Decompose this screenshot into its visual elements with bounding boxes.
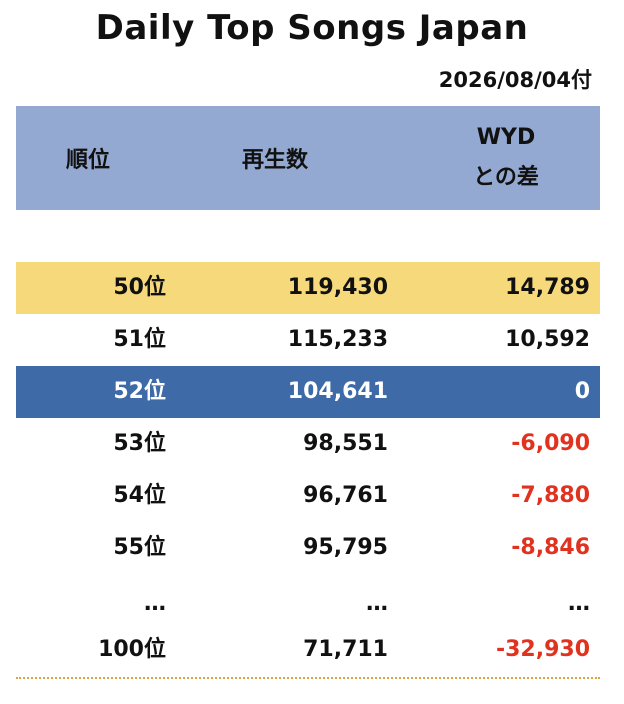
diff-cell: -32,930 — [495, 637, 590, 662]
date-label: 2026/08/04付 — [438, 68, 592, 92]
diff-cell: -6,090 — [511, 431, 590, 456]
page-title: Daily Top Songs Japan — [95, 8, 529, 48]
diff-cell: -7,880 — [511, 483, 590, 508]
table-row-ellipsis: … … … — [16, 578, 600, 630]
header-plays: 再生数 — [242, 148, 309, 173]
rank-cell: 100位 — [98, 637, 166, 662]
rank-cell: 54位 — [113, 483, 166, 508]
plays-cell: 104,641 — [287, 379, 388, 404]
table-row: 100位 71,711 -32,930 — [16, 624, 600, 676]
rank-cell: 52位 — [113, 379, 166, 404]
rank-cell: … — [144, 591, 166, 616]
diff-cell: -8,846 — [511, 535, 590, 560]
diff-cell: 14,789 — [505, 275, 590, 300]
header-rank: 順位 — [66, 148, 111, 173]
plays-cell: 98,551 — [303, 431, 388, 456]
rank-cell: 53位 — [113, 431, 166, 456]
header-diff: WYD との差 — [446, 118, 566, 198]
plays-cell: 115,233 — [287, 327, 388, 352]
table-header: 順位 再生数 WYD との差 — [16, 106, 600, 210]
table-row: 52位 104,641 0 — [16, 366, 600, 418]
table-row: 51位 115,233 10,592 — [16, 314, 600, 366]
table-row: 53位 98,551 -6,090 — [16, 418, 600, 470]
rank-cell: 55位 — [113, 535, 166, 560]
plays-cell: 96,761 — [303, 483, 388, 508]
diff-cell: 0 — [574, 379, 590, 404]
header-diff-line2: との差 — [473, 165, 539, 190]
plays-cell: 119,430 — [287, 275, 388, 300]
diff-cell: 10,592 — [505, 327, 590, 352]
plays-cell: 95,795 — [303, 535, 388, 560]
header-diff-line1: WYD — [476, 125, 536, 150]
diff-cell: … — [568, 591, 590, 616]
plays-cell: 71,711 — [303, 637, 388, 662]
table-row: 55位 95,795 -8,846 — [16, 522, 600, 574]
bottom-divider — [16, 677, 600, 679]
plays-cell: … — [366, 591, 388, 616]
rank-cell: 50位 — [113, 275, 166, 300]
table-row: 50位 119,430 14,789 — [16, 262, 600, 314]
table-row: 54位 96,761 -7,880 — [16, 470, 600, 522]
rank-cell: 51位 — [113, 327, 166, 352]
